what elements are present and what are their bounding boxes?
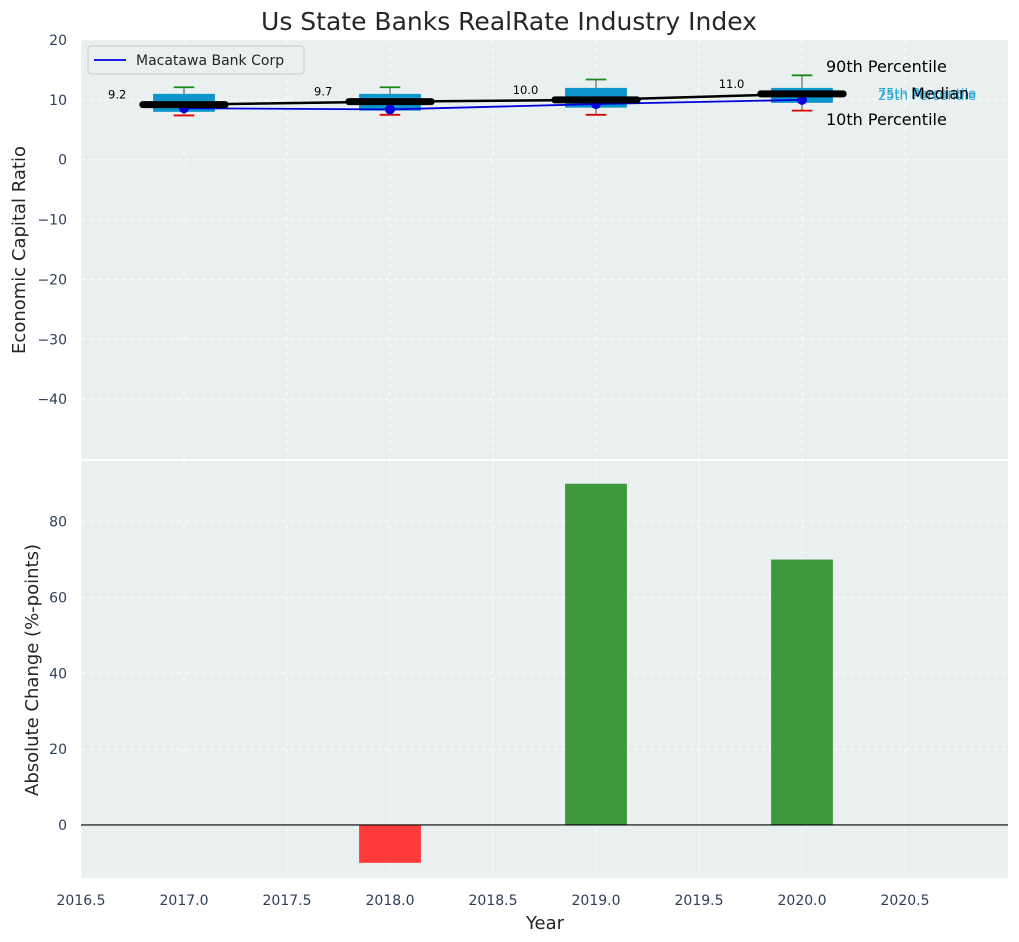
annotation-75th-percentile: 75th Percentile: [878, 87, 976, 102]
bottom-y-ticks: 80 60 40 20 0: [49, 515, 67, 834]
x-tick-label: 2018.0: [366, 893, 415, 909]
median-value-label: 10.0: [513, 83, 539, 97]
legend-frame: [87, 45, 305, 75]
bottom-marks: [81, 483, 1008, 863]
top-gridlines: [80, 39, 1008, 459]
x-tick-label: 2018.5: [469, 893, 518, 909]
change-bar: [359, 824, 421, 863]
top-y-tick-label: −20: [37, 272, 67, 288]
x-tick-label: 2020.5: [881, 893, 930, 909]
top-marks: 9.2 9.7 10.0 11.0: [108, 74, 847, 117]
legend: Macatawa Bank Corp: [87, 45, 305, 75]
bottom-y-tick-label: 40: [49, 666, 67, 682]
change-bar: [771, 559, 833, 825]
x-tick-label: 2017.5: [263, 893, 312, 909]
top-plot-area: [81, 40, 1008, 459]
x-tick-label: 2019.5: [675, 893, 724, 909]
annotation-90th-percentile: 90th Percentile: [826, 57, 947, 76]
legend-label-macatawa: Macatawa Bank Corp: [136, 53, 284, 69]
top-y-axis-label: Economic Capital Ratio: [9, 146, 30, 354]
top-y-ticks: 20 10 0 −10 −20 −30 −40: [37, 33, 67, 408]
top-y-tick-label: 10: [49, 93, 67, 109]
top-y-tick-label: 20: [49, 33, 67, 49]
annotation-median: Median: [911, 84, 969, 103]
chart-title: Us State Banks RealRate Industry Index: [261, 7, 757, 36]
bottom-y-tick-label: 0: [58, 818, 67, 834]
series-line-macatawa: [183, 98, 803, 111]
x-tick-label: 2016.5: [57, 893, 106, 909]
x-tick-label: 2019.0: [572, 893, 621, 909]
series-point-macatawa: [385, 104, 395, 115]
x-tick-label: 2017.0: [160, 893, 209, 909]
bottom-x-ticks: 2016.5 2017.0 2017.5 2018.0 2018.5 2019.0 2019…: [57, 893, 930, 909]
top-y-tick-label: −30: [37, 332, 67, 348]
median-value-label: 9.2: [108, 88, 126, 102]
median-trend-line: [183, 92, 803, 106]
x-axis-label: Year: [525, 913, 565, 934]
bottom-plot-area: [81, 461, 1008, 878]
annotation-25th-percentile: 25th Percentile: [878, 89, 976, 104]
bottom-y-axis-label: Absolute Change (%-points): [22, 544, 43, 796]
change-bar: [565, 483, 627, 825]
bottom-y-tick-label: 80: [49, 515, 67, 531]
top-y-tick-label: 0: [58, 153, 67, 169]
top-y-tick-label: −40: [37, 392, 67, 408]
median-value-label: 11.0: [719, 77, 745, 91]
median-value-label: 9.7: [314, 85, 332, 99]
bottom-y-tick-label: 20: [49, 742, 67, 758]
x-tick-label: 2020.0: [778, 893, 827, 909]
top-y-tick-label: −10: [37, 213, 67, 229]
annotation-10th-percentile: 10th Percentile: [826, 110, 947, 129]
bottom-y-tick-label: 60: [49, 590, 67, 606]
